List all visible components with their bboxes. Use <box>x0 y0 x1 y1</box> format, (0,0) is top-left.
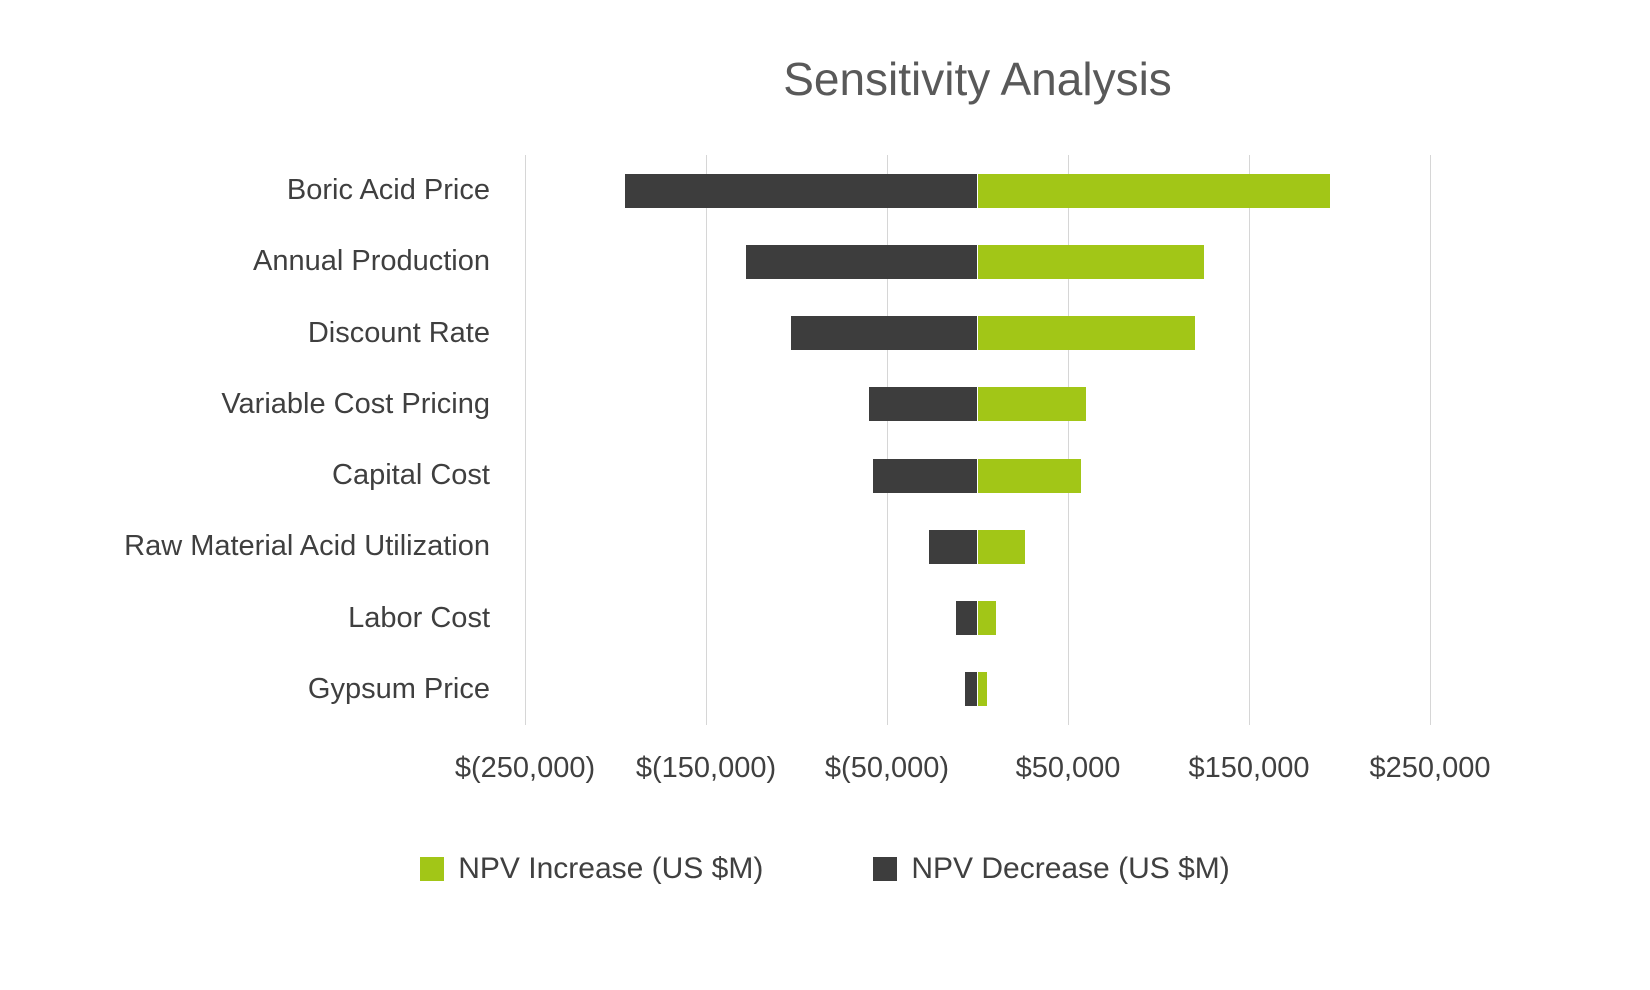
category-label: Annual Production <box>253 245 490 278</box>
x-tick-label: $(250,000) <box>454 752 596 784</box>
gridline <box>706 155 707 725</box>
x-tick-label: $(50,000) <box>824 752 950 784</box>
category-label: Gypsum Price <box>307 672 490 705</box>
legend: NPV Increase (US $M) NPV Decrease (US $M) <box>0 852 1650 886</box>
plot-area <box>525 155 1431 725</box>
legend-label-decrease: NPV Decrease (US $M) <box>911 852 1230 885</box>
gridline <box>1430 155 1431 725</box>
category-label: Labor Cost <box>348 601 490 634</box>
x-tick-label: $50,000 <box>1015 752 1121 784</box>
legend-item-increase: NPV Increase (US $M) <box>420 852 763 886</box>
x-tick-label: $150,000 <box>1188 752 1310 784</box>
x-axis: $(250,000) $(150,000) $(50,000) $50,000 $150… <box>455 752 1491 796</box>
x-tick-label: $(150,000) <box>635 752 777 784</box>
chart-title: Sensitivity Analysis <box>783 53 1172 105</box>
x-tick-label: $250,000 <box>1369 752 1491 784</box>
bar-npv-increase <box>977 244 1204 279</box>
bar-npv-decrease <box>872 458 978 493</box>
bar-npv-decrease <box>928 529 978 564</box>
bar-npv-increase <box>977 529 1025 564</box>
bar-npv-increase <box>977 672 987 707</box>
gridline <box>887 155 888 725</box>
bar-npv-decrease <box>745 244 978 279</box>
bar-npv-increase <box>977 387 1087 422</box>
legend-item-decrease: NPV Decrease (US $M) <box>873 852 1230 886</box>
bar-npv-decrease <box>955 601 978 636</box>
category-axis: Boric Acid Price Annual Production Discoun… <box>0 155 490 725</box>
bar-npv-decrease <box>624 173 978 208</box>
legend-swatch-decrease <box>873 857 898 881</box>
category-label: Variable Cost Pricing <box>221 387 490 420</box>
bar-npv-decrease <box>964 672 978 707</box>
bar-npv-increase <box>977 458 1081 493</box>
bar-npv-increase <box>977 601 996 636</box>
gridline <box>1068 155 1069 725</box>
bar-npv-decrease <box>791 316 978 351</box>
category-label: Raw Material Acid Utilization <box>124 530 490 563</box>
bar-npv-increase <box>977 316 1195 351</box>
gridline <box>1249 155 1250 725</box>
legend-label-increase: NPV Increase (US $M) <box>458 852 764 885</box>
category-label: Capital Cost <box>332 459 490 491</box>
category-label: Boric Acid Price <box>286 174 490 206</box>
legend-swatch-increase <box>420 857 445 881</box>
gridline <box>525 155 526 725</box>
category-label: Discount Rate <box>307 316 490 349</box>
bar-npv-increase <box>977 173 1331 208</box>
bar-npv-decrease <box>868 387 978 422</box>
